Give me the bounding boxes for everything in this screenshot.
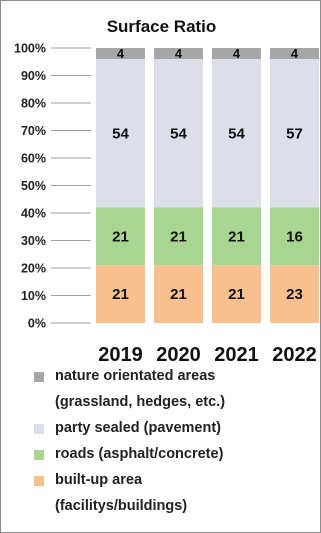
legend-label-nature-line1: nature orientated areas — [55, 368, 216, 384]
bar-2022-seg-1 — [270, 207, 319, 266]
data-label-2022-seg-0: 23 — [286, 286, 303, 303]
stacked-bar-chart: 0% 10% 20% 30% 40% 50% 60% 70% 80% 90% 100% 21 21 54 4… — [14, 42, 319, 366]
data-label-2021-seg-1: 21 — [228, 228, 245, 245]
data-label-2021-seg-0: 21 — [228, 286, 245, 303]
y-tick-label-9: 90% — [21, 69, 46, 83]
bar-2019-seg-1 — [96, 207, 145, 266]
bar-2021-seg-3 — [212, 48, 261, 59]
legend-swatch-pavement — [34, 424, 44, 434]
bar-2021-seg-1 — [212, 207, 261, 266]
data-label-2019-seg-3: 4 — [117, 46, 125, 61]
data-label-2020-seg-3: 4 — [175, 46, 183, 61]
y-tick-label-3: 30% — [21, 234, 46, 248]
legend-label-roads: roads (asphalt/concrete) — [55, 446, 224, 462]
data-label-2020-seg-2: 54 — [170, 125, 187, 142]
legend-label-built-up-line2: (facilitys/buildings) — [55, 498, 188, 514]
y-tick-label-8: 80% — [21, 97, 46, 111]
data-label-2020-seg-1: 21 — [170, 228, 187, 245]
x-category-label-2019: 2019 — [98, 344, 143, 366]
legend-item-pavement: party sealed (pavement) — [34, 418, 225, 438]
chart-title: Surface Ratio — [106, 17, 217, 36]
legend-label-nature-line2: (grassland, hedges, etc.) — [55, 394, 226, 410]
x-category-label-2022: 2022 — [272, 344, 317, 366]
legend-swatch-nature — [34, 372, 44, 382]
data-label-2020-seg-0: 21 — [170, 286, 187, 303]
data-label-2022-seg-3: 4 — [291, 46, 299, 61]
y-tick-label-4: 40% — [21, 207, 46, 221]
bar-2022-seg-0 — [270, 265, 319, 323]
y-tick-label-1: 10% — [21, 289, 46, 303]
bar-2020-seg-2 — [154, 59, 203, 208]
bar-2019-seg-3 — [96, 48, 145, 59]
legend-item-nature: nature orientated areas (grassland, hedg… — [34, 366, 225, 412]
data-label-2019-seg-0: 21 — [112, 286, 129, 303]
x-category-label-2020: 2020 — [156, 344, 201, 366]
y-tick-label-2: 20% — [21, 262, 46, 276]
bar-2020-seg-0 — [154, 265, 203, 323]
data-label-2021-seg-3: 4 — [233, 46, 241, 61]
bar-2019-seg-2 — [96, 59, 145, 208]
legend-label-pavement: party sealed (pavement) — [55, 420, 222, 436]
bar-2021-seg-0 — [212, 265, 261, 323]
legend-item-roads: roads (asphalt/concrete) — [34, 444, 225, 464]
y-tick-label-7: 70% — [21, 124, 46, 138]
data-label-2021-seg-2: 54 — [228, 125, 245, 142]
legend-swatch-roads — [34, 450, 44, 460]
legend: nature orientated areas (grassland, hedg… — [34, 366, 225, 522]
bar-2019-seg-0 — [96, 265, 145, 323]
data-label-2019-seg-2: 54 — [112, 125, 129, 142]
y-tick-label-0: 0% — [28, 317, 46, 331]
legend-item-built-up: built-up area (facilitys/buildings) — [34, 470, 225, 516]
bar-2022-seg-2 — [270, 59, 319, 208]
legend-swatch-built-up — [34, 476, 44, 486]
x-category-label-2021: 2021 — [214, 344, 259, 366]
y-tick-label-5: 50% — [21, 179, 46, 193]
bar-2020-seg-3 — [154, 48, 203, 59]
legend-label-built-up-line1: built-up area — [55, 472, 143, 488]
bar-2021-seg-2 — [212, 59, 261, 208]
data-label-2019-seg-1: 21 — [112, 228, 129, 245]
data-label-2022-seg-1: 16 — [286, 228, 303, 245]
bar-2022-seg-3 — [270, 48, 319, 59]
y-tick-label-10: 100% — [14, 42, 46, 56]
bar-2020-seg-1 — [154, 207, 203, 266]
data-label-2022-seg-2: 57 — [286, 125, 303, 142]
y-tick-label-6: 60% — [21, 152, 46, 166]
